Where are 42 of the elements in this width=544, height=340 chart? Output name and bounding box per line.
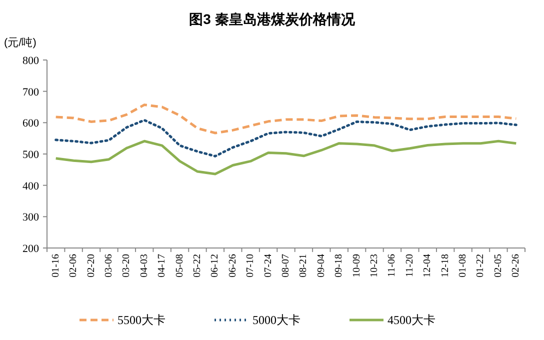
- x-tick-label: 08-07: [280, 254, 292, 278]
- x-tick-label: 06-12: [210, 254, 221, 278]
- x-tick-label: 07-24: [262, 254, 274, 278]
- chart-title: 图3 秦皇岛港煤炭价格情况: [189, 11, 356, 27]
- x-tick-label: 07-10: [245, 254, 256, 278]
- x-tick-label: 02-06: [68, 254, 80, 278]
- x-tick-label: 01-16: [50, 254, 62, 278]
- line-series: [54, 118, 518, 158]
- y-tick-label: 200: [22, 243, 40, 255]
- y-tick-label: 800: [22, 55, 40, 67]
- x-tick-label: 12-04: [422, 254, 434, 278]
- x-tick-label: 03-20: [121, 254, 132, 278]
- x-tick-label: 02-26: [510, 254, 522, 278]
- x-tick-label: 06-26: [227, 254, 238, 278]
- x-tick-label: 04-03: [138, 254, 150, 278]
- line-series: [54, 140, 518, 176]
- x-tick-label: 02-20: [86, 254, 97, 278]
- y-tick-label: 500: [22, 149, 40, 161]
- x-tick-label: 05-22: [192, 254, 203, 278]
- x-tick-label: 04-17: [156, 254, 168, 278]
- x-tick-label: 01-08: [458, 254, 469, 278]
- legend-label: 4500大卡: [388, 313, 436, 327]
- x-tick-label: 01-22: [475, 254, 486, 278]
- x-tick-label: 09-18: [334, 254, 345, 278]
- y-tick-label: 400: [22, 180, 40, 192]
- x-tick-label: 11-06: [386, 254, 398, 277]
- y-tick-label: 600: [22, 118, 40, 130]
- y-tick-label: 300: [22, 212, 40, 224]
- x-tick-label: 03-06: [103, 254, 114, 278]
- legend-label: 5000大卡: [252, 313, 300, 327]
- y-axis-title: (元/吨): [4, 36, 36, 49]
- x-tick-label: 02-05: [492, 254, 504, 278]
- line-series: [54, 104, 518, 134]
- x-tick-label: 10-09: [351, 254, 362, 278]
- y-tick-label: 700: [22, 86, 40, 98]
- x-tick-label: 08-21: [298, 254, 310, 278]
- x-tick-label: 05-08: [174, 254, 186, 278]
- legend-label: 5500大卡: [118, 313, 166, 327]
- x-tick-label: 09-04: [316, 254, 327, 278]
- x-tick-label: 11-20: [404, 254, 416, 277]
- x-tick-label: 12-18: [440, 254, 451, 278]
- x-tick-label: 10-23: [369, 254, 380, 278]
